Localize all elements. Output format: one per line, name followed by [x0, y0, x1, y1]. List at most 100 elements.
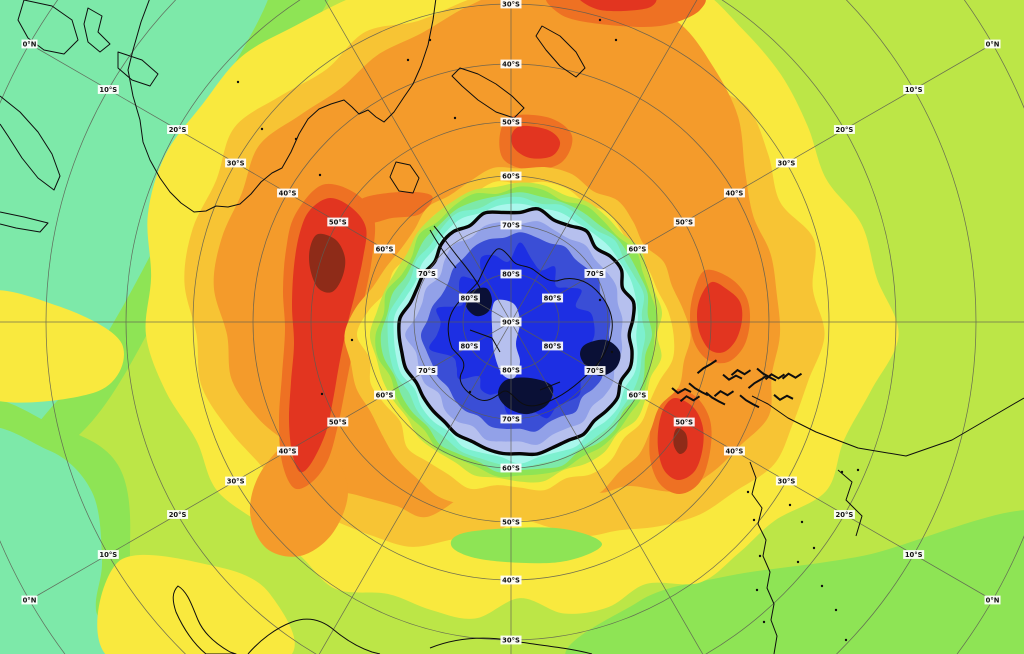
latitude-label: 50°S — [500, 517, 522, 526]
latitude-label-box — [500, 220, 522, 230]
latitude-label-text: 20°S — [836, 126, 854, 134]
latitude-label-text: 50°S — [329, 218, 347, 226]
latitude-label: 10°S — [97, 85, 119, 94]
latitude-label-text: 10°S — [99, 551, 117, 559]
latitude-label-text: 70°S — [418, 367, 436, 375]
latitude-label-text: 40°S — [726, 447, 744, 455]
latitude-label-box — [500, 414, 522, 424]
latitude-label-text: 10°S — [905, 551, 923, 559]
island-squiggle — [756, 367, 777, 382]
meridian-line — [510, 0, 698, 323]
latitude-label: 80°S — [458, 341, 480, 351]
latitude-label-text: 80°S — [461, 294, 479, 302]
latitude-label-box — [673, 217, 695, 227]
latitude-label-text: 50°S — [502, 118, 520, 126]
islet-dot — [468, 390, 472, 394]
latitude-label-box — [500, 635, 522, 645]
latitude-label: 70°S — [500, 220, 522, 230]
latitude-label-text: 10°S — [905, 86, 923, 94]
latitude-label-text: 40°S — [279, 447, 297, 455]
latitude-label: 40°S — [500, 575, 522, 584]
latitude-label: 50°S — [327, 417, 349, 427]
latitude-label-box — [500, 171, 522, 181]
yellow-patch-left — [0, 290, 124, 403]
deep-orange-topedge — [546, 0, 706, 27]
latitude-label-box — [416, 366, 438, 375]
latitude-label-box — [500, 463, 522, 473]
latitude-label: 80°S — [458, 293, 480, 303]
latitude-label-text: 70°S — [586, 367, 604, 375]
latitude-label: 50°S — [673, 417, 695, 427]
coastline-path — [469, 329, 501, 353]
latitude-label: 30°S — [775, 476, 797, 486]
islet-dot — [834, 608, 838, 612]
green-tongue-bottom — [450, 527, 603, 564]
latitude-label-text: 70°S — [502, 415, 520, 423]
latitude-label-text: 50°S — [675, 418, 693, 426]
latitude-label-text: 40°S — [502, 576, 520, 584]
latitude-label-box — [21, 39, 38, 49]
latitude-label-text: 80°S — [461, 342, 479, 350]
latitude-label: 50°S — [327, 217, 349, 227]
latitude-label-box — [225, 476, 247, 486]
latitude-label-box — [833, 125, 855, 134]
latitude-label: 40°S — [723, 446, 745, 456]
latitude-label: 10°S — [903, 85, 925, 94]
coastline-path — [17, 0, 79, 55]
coastline-path — [429, 229, 457, 269]
latitude-label-text: 60°S — [502, 464, 520, 472]
latitude-label-box — [458, 341, 480, 351]
latitude-label-text: 50°S — [675, 218, 693, 226]
latitude-label: 30°S — [775, 158, 797, 168]
latitude-labels: 30°S 40°S 50°S 60°S 70°S 80°S 30°S 40°S 50°S 60°S… — [21, 0, 1001, 645]
latitude-label-box — [97, 550, 119, 559]
latitude-label-text: 30°S — [502, 0, 520, 8]
meridian-line — [324, 0, 512, 323]
latitude-label: 10°S — [903, 550, 925, 559]
latitude-label-box — [542, 341, 564, 351]
latitude-label-box — [458, 293, 480, 303]
latitude-label: 80°S — [542, 341, 564, 351]
latitude-label: 0°N — [21, 39, 38, 49]
coastline-path — [837, 469, 863, 537]
latitude-label-text: 10°S — [99, 86, 117, 94]
latitude-label-box — [374, 390, 396, 400]
latitude-label: 0°N — [21, 595, 38, 604]
latitude-label-text: 60°S — [376, 245, 394, 253]
latitude-label-text: 0°N — [23, 596, 37, 604]
latitude-label-text: 20°S — [169, 126, 187, 134]
islet-dot — [800, 520, 804, 524]
islet-dot — [844, 638, 848, 642]
island-squiggle — [739, 394, 760, 409]
islet-dot — [758, 554, 762, 558]
islet-dot — [812, 546, 816, 550]
latitude-label-box — [167, 510, 189, 519]
island-squiggle — [773, 394, 794, 402]
latitude-label-text: 80°S — [502, 270, 520, 278]
latitude-label-text: 90°S — [502, 318, 520, 326]
latitude-label-box — [167, 125, 189, 134]
tierra-del-fuego-cluster — [671, 359, 803, 409]
latitude-label: 40°S — [500, 59, 522, 69]
coastline-path — [433, 225, 481, 289]
latitude-label: 0°N — [984, 39, 1001, 48]
latitude-label-text: 60°S — [502, 172, 520, 180]
islet-dot — [406, 58, 410, 62]
latitude-label-box — [416, 269, 438, 278]
island-squiggle — [747, 374, 769, 389]
latitude-label: 20°S — [833, 125, 855, 134]
latitude-label-text: 30°S — [227, 159, 245, 167]
latitude-label: 0°N — [984, 595, 1001, 604]
latitude-label-box — [833, 510, 855, 519]
latitude-label-text: 0°N — [986, 596, 1000, 604]
latitude-label: 70°S — [416, 366, 438, 375]
coastline-path — [447, 248, 613, 407]
islet-dot — [350, 338, 354, 342]
islet-dot — [762, 620, 766, 624]
islet-dot — [320, 392, 324, 396]
latitude-label-text: 20°S — [836, 511, 854, 519]
latitude-label-text: 60°S — [629, 245, 647, 253]
latitude-label-text: 30°S — [778, 159, 796, 167]
